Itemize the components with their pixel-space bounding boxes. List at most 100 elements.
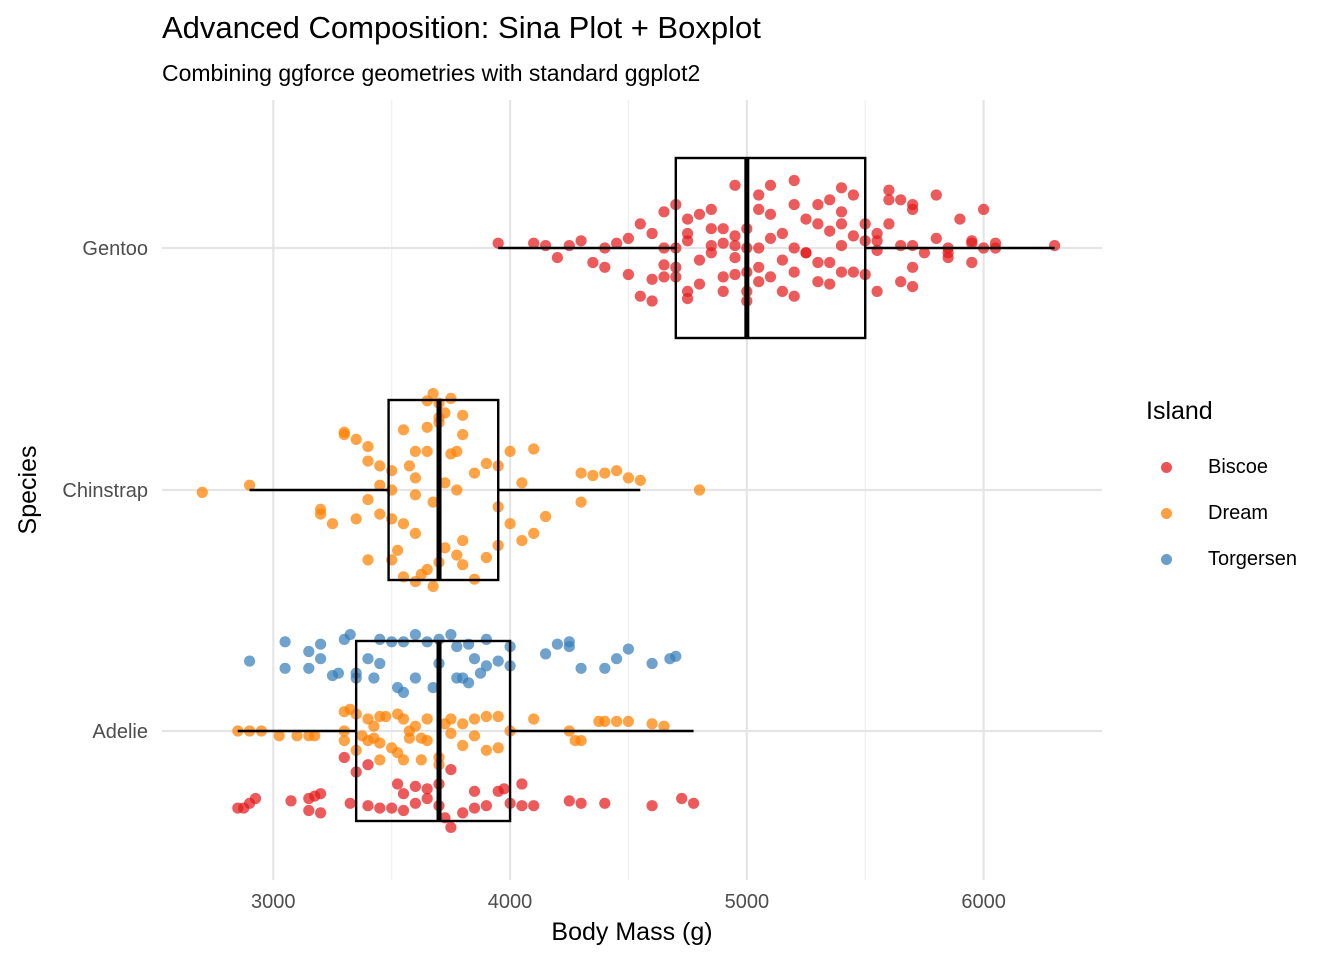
point-gentoo-biscoe	[729, 268, 741, 281]
point-adelie-torgersen	[244, 655, 256, 667]
point-gentoo-biscoe	[824, 194, 836, 206]
point-adelie-biscoe	[421, 792, 433, 805]
point-adelie-torgersen	[326, 670, 339, 682]
point-adelie-biscoe	[303, 804, 315, 817]
point-adelie-dream	[468, 713, 481, 725]
point-adelie-dream	[599, 715, 611, 728]
point-gentoo-biscoe	[729, 252, 741, 264]
point-gentoo-biscoe	[764, 232, 777, 244]
point-chinstrap-dream	[504, 518, 516, 530]
point-gentoo-biscoe	[930, 232, 942, 244]
point-chinstrap-dream	[575, 467, 587, 479]
point-adelie-biscoe	[315, 788, 327, 800]
point-gentoo-biscoe	[634, 290, 646, 302]
point-gentoo-biscoe	[717, 237, 729, 249]
point-gentoo-biscoe	[835, 218, 848, 230]
legend-dot-biscoe	[1160, 461, 1172, 473]
legend-dot-dream	[1160, 507, 1172, 519]
point-adelie-torgersen	[451, 672, 463, 684]
point-chinstrap-dream	[439, 477, 451, 489]
point-adelie-torgersen	[622, 643, 635, 655]
point-chinstrap-dream	[427, 580, 439, 593]
point-gentoo-biscoe	[847, 189, 860, 201]
legend-title: Island	[1146, 397, 1213, 425]
point-gentoo-biscoe	[788, 266, 800, 278]
point-gentoo-biscoe	[682, 227, 694, 240]
point-chinstrap-dream	[362, 554, 374, 566]
point-adelie-torgersen	[445, 629, 457, 641]
point-gentoo-biscoe	[788, 290, 800, 302]
point-adelie-torgersen	[279, 636, 291, 648]
point-chinstrap-dream	[480, 551, 492, 564]
point-adelie-torgersen	[368, 672, 380, 684]
point-adelie-torgersen	[303, 662, 315, 674]
point-adelie-biscoe	[362, 800, 374, 812]
point-gentoo-biscoe	[753, 242, 765, 254]
point-adelie-dream	[468, 730, 481, 742]
point-adelie-biscoe	[386, 802, 398, 814]
point-adelie-torgersen	[303, 645, 315, 658]
point-chinstrap-dream	[409, 527, 421, 540]
point-gentoo-biscoe	[646, 295, 658, 307]
data-points	[196, 174, 1061, 834]
point-adelie-dream	[291, 730, 303, 742]
point-gentoo-biscoe	[764, 271, 777, 283]
point-adelie-biscoe	[338, 751, 350, 764]
point-adelie-biscoe	[516, 800, 528, 812]
point-chinstrap-dream	[540, 510, 552, 523]
point-adelie-biscoe	[409, 797, 421, 809]
point-gentoo-biscoe	[634, 218, 646, 230]
point-chinstrap-dream	[409, 445, 421, 457]
point-adelie-dream	[415, 754, 427, 766]
point-adelie-biscoe	[457, 807, 469, 819]
box-adelie	[354, 639, 512, 823]
point-chinstrap-dream	[427, 496, 439, 508]
point-adelie-dream	[528, 713, 540, 725]
point-adelie-torgersen	[374, 633, 386, 646]
point-adelie-dream	[392, 708, 404, 720]
point-adelie-dream	[492, 742, 504, 754]
point-gentoo-biscoe	[776, 285, 789, 297]
point-adelie-dream	[415, 732, 427, 744]
point-adelie-biscoe	[249, 792, 262, 805]
point-chinstrap-dream	[451, 549, 463, 561]
point-adelie-torgersen	[344, 629, 356, 641]
point-chinstrap-dream	[528, 443, 540, 455]
point-chinstrap-dream	[362, 441, 374, 453]
point-chinstrap-dream	[326, 518, 339, 530]
legend-item-biscoe: Biscoe	[1146, 444, 1297, 490]
point-gentoo-biscoe	[800, 213, 812, 225]
point-chinstrap-dream	[409, 472, 421, 484]
point-gentoo-biscoe	[622, 268, 635, 281]
point-gentoo-biscoe	[753, 189, 765, 201]
point-adelie-dream	[338, 735, 350, 747]
point-adelie-biscoe	[421, 783, 433, 795]
point-gentoo-biscoe	[729, 240, 741, 252]
point-chinstrap-dream	[445, 448, 457, 460]
point-gentoo-biscoe	[776, 227, 789, 240]
point-adelie-torgersen	[433, 633, 445, 646]
point-chinstrap-dream	[244, 479, 256, 491]
chart-subtitle: Combining ggforce geometries with standa…	[162, 60, 701, 86]
point-adelie-biscoe	[528, 800, 540, 812]
point-gentoo-biscoe	[717, 271, 729, 283]
point-adelie-dream	[273, 730, 285, 742]
point-adelie-dream	[658, 720, 670, 732]
legend-label-torgersen: Torgersen	[1208, 547, 1297, 570]
point-gentoo-biscoe	[575, 235, 587, 247]
point-adelie-torgersen	[362, 653, 374, 665]
point-gentoo-biscoe	[966, 256, 978, 269]
point-chinstrap-dream	[439, 407, 451, 419]
point-adelie-biscoe	[445, 764, 457, 776]
point-gentoo-biscoe	[812, 218, 824, 230]
point-adelie-dream	[480, 710, 492, 723]
x-axis-ticks: 3000 4000 5000 6000	[251, 891, 1006, 913]
point-chinstrap-dream	[599, 467, 611, 479]
point-chinstrap-dream	[504, 445, 516, 457]
point-gentoo-biscoe	[705, 223, 717, 235]
point-adelie-torgersen	[409, 629, 421, 641]
point-gentoo-biscoe	[847, 230, 860, 242]
point-adelie-dream	[646, 718, 658, 730]
point-chinstrap-dream	[421, 445, 433, 457]
point-chinstrap-dream	[622, 472, 635, 484]
